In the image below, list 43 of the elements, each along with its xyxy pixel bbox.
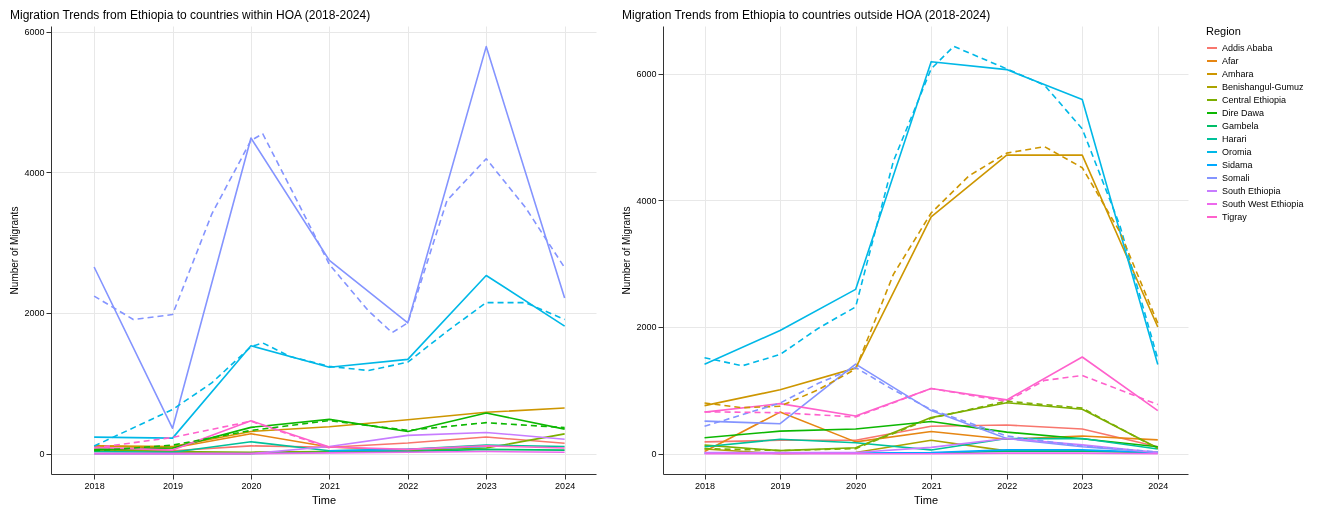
- x-tick-label: 2019: [770, 480, 791, 491]
- x-tick-label: 2019: [163, 480, 184, 491]
- y-tick-label: 0: [651, 449, 657, 460]
- y-tick-label: 6000: [636, 69, 657, 80]
- chart-title: Migration Trends from Ethiopia to countries within HOA (2018-2024): [9, 8, 371, 22]
- legend-label: Addis Ababa: [1222, 43, 1273, 53]
- legend-label: Amhara: [1222, 69, 1254, 79]
- y-tick-label: 2000: [636, 322, 657, 333]
- legend-label: South West Ethiopia: [1222, 199, 1304, 209]
- x-tick-label: 2021: [319, 480, 340, 491]
- x-tick-label: 2024: [555, 480, 576, 491]
- legend-label: Dire Dawa: [1222, 108, 1265, 118]
- x-tick-label: 2018: [84, 480, 105, 491]
- legend-label: South Ethiopia: [1222, 186, 1281, 196]
- x-tick-label: 2020: [241, 480, 262, 491]
- x-tick-label: 2021: [921, 480, 942, 491]
- legend-label: Oromia: [1222, 147, 1252, 157]
- x-tick-label: 2018: [695, 480, 716, 491]
- x-tick-label: 2024: [1148, 480, 1169, 491]
- legend-label: Benishangul-Gumuz: [1222, 82, 1305, 92]
- y-tick-label: 6000: [24, 27, 45, 38]
- legend-label: Afar: [1222, 56, 1239, 66]
- x-tick-label: 2022: [997, 480, 1018, 491]
- y-tick-label: 2000: [24, 308, 45, 319]
- legend-label: Central Ethiopia: [1222, 95, 1287, 105]
- y-tick-label: 0: [39, 449, 45, 460]
- y-axis-title: Number of Migrants: [9, 206, 21, 295]
- chart-title: Migration Trends from Ethiopia to countries outside HOA (2018-2024): [621, 8, 991, 22]
- x-tick-label: 2023: [1072, 480, 1093, 491]
- x-tick-label: 2020: [846, 480, 867, 491]
- y-axis-title: Number of Migrants: [621, 206, 633, 295]
- legend-label: Somali: [1222, 173, 1250, 183]
- legend-label: Gambela: [1222, 121, 1259, 131]
- legend-label: Tigray: [1222, 212, 1248, 222]
- y-tick-label: 4000: [24, 167, 45, 178]
- x-tick-label: 2023: [476, 480, 497, 491]
- legend-label: Sidama: [1222, 160, 1253, 170]
- x-axis-title: Time: [311, 493, 337, 506]
- x-tick-label: 2022: [398, 480, 419, 491]
- x-axis-title: Time: [913, 493, 939, 506]
- legend-title: Region: [1206, 25, 1241, 37]
- y-tick-label: 4000: [636, 195, 657, 206]
- legend-label: Harari: [1222, 134, 1247, 144]
